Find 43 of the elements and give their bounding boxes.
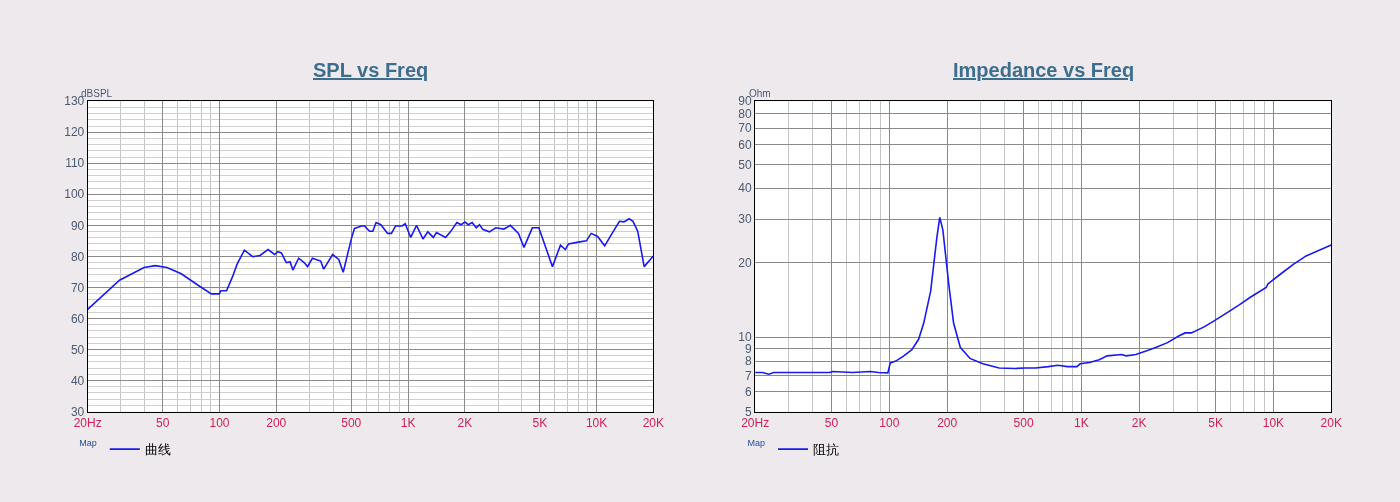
- x-tick-label: 1K: [1074, 415, 1089, 430]
- x-tick-label: 5K: [1208, 415, 1223, 430]
- x-tick-label: 100: [879, 415, 900, 430]
- x-tick-label: 200: [266, 415, 287, 430]
- y-tick-label: 8: [745, 354, 753, 369]
- x-tick-label: 20K: [642, 415, 665, 430]
- x-tick-label: 10K: [585, 415, 608, 430]
- x-tick-label: 2K: [457, 415, 473, 430]
- legend-label: 曲线: [144, 442, 171, 458]
- y-tick-label: 90: [70, 218, 85, 233]
- chart-title: Impedance vs Freq: [953, 59, 1135, 81]
- x-tick-label: 5K: [532, 415, 548, 430]
- x-tick-label: 50: [156, 415, 170, 430]
- x-tick-label: 500: [341, 415, 362, 430]
- y-tick-label: 50: [70, 342, 85, 357]
- legend-title: Map: [79, 437, 97, 448]
- legend-title: Map: [747, 437, 766, 448]
- y-tick-label: 120: [64, 125, 85, 140]
- x-tick-label: 200: [937, 415, 958, 430]
- y-tick-label: 30: [738, 212, 753, 227]
- y-tick-label: 100: [64, 187, 85, 202]
- y-tick-label: 60: [738, 137, 753, 152]
- x-tick-label: 10K: [1262, 415, 1285, 430]
- x-tick-label: 500: [1013, 415, 1034, 430]
- y-tick-label: 6: [745, 385, 753, 400]
- x-tick-label: 2K: [1131, 415, 1147, 430]
- y-tick-label: 60: [70, 311, 85, 326]
- y-tick-label: 40: [70, 373, 85, 388]
- legend-label: 阻抗: [813, 442, 840, 458]
- x-tick-label: 100: [209, 415, 230, 430]
- y-tick-label: 80: [70, 249, 85, 264]
- y-tick-label: 40: [738, 181, 753, 196]
- x-tick-label: 1K: [400, 415, 416, 430]
- chart-title: SPL vs Freq: [313, 59, 429, 81]
- y-tick-label: 20: [738, 255, 753, 270]
- y-tick-label: 80: [738, 107, 753, 122]
- y-tick-label: 110: [65, 156, 85, 171]
- x-tick-label: 20K: [1320, 415, 1342, 430]
- y-tick-label: 7: [745, 368, 753, 383]
- x-tick-label: 50: [824, 415, 839, 430]
- y-tick-label: 70: [70, 280, 85, 295]
- y-tick-label: 70: [738, 121, 753, 136]
- y-tick-label: 50: [738, 157, 753, 172]
